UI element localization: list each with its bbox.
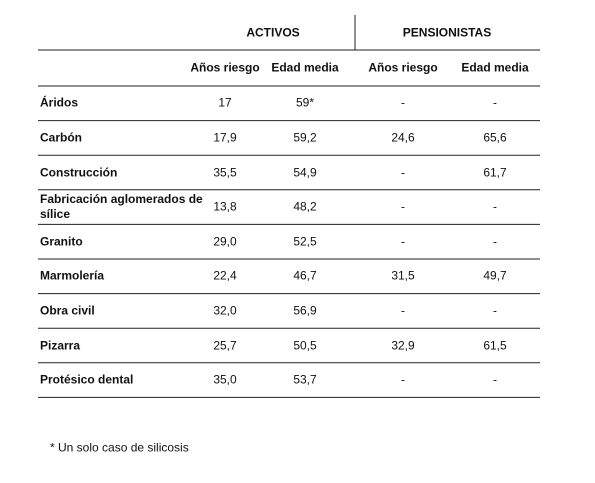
cell: 24,6 xyxy=(391,130,415,145)
cell: 56,9 xyxy=(293,303,317,318)
cell: - xyxy=(493,303,497,318)
row-label: Marmolería xyxy=(40,268,105,283)
cell: 46,7 xyxy=(293,268,317,283)
cell: 49,7 xyxy=(483,268,507,283)
cell: 65,6 xyxy=(483,130,507,145)
cell: - xyxy=(401,303,405,318)
row-label: Protésico dental xyxy=(40,372,134,387)
cell: 59* xyxy=(295,95,315,110)
cell: 25,7 xyxy=(213,338,237,352)
row-label: Fabricación aglomerados de sílice xyxy=(40,192,203,222)
cell: - xyxy=(493,234,497,249)
row-label: Obra civil xyxy=(40,303,95,318)
cell: 22,4 xyxy=(213,268,237,283)
cell: 31,5 xyxy=(391,268,415,283)
cell: 35,5 xyxy=(213,165,237,179)
cell: - xyxy=(493,372,497,387)
cell: 61,7 xyxy=(483,165,507,179)
row-label: Pizarra xyxy=(40,338,81,352)
cell: 32,9 xyxy=(391,338,415,352)
cell: 61,5 xyxy=(483,338,507,352)
footnote: * Un solo caso de silicosis xyxy=(50,440,189,455)
cell: - xyxy=(401,95,405,110)
cell: 17 xyxy=(218,95,232,110)
cell: 13,8 xyxy=(213,199,237,214)
cell: 53,7 xyxy=(293,372,317,387)
group-header: PENSIONISTAS xyxy=(402,25,492,40)
cell: 54,9 xyxy=(293,165,317,179)
column-header: Años riesgo xyxy=(190,60,260,75)
cell: 59,2 xyxy=(293,130,317,145)
row-label: Granito xyxy=(40,234,83,249)
row-label: Áridos xyxy=(40,95,79,110)
cell: 48,2 xyxy=(293,199,317,214)
cell: - xyxy=(401,199,405,214)
cell: 50,5 xyxy=(293,338,317,352)
cell: 32,0 xyxy=(213,303,237,318)
cell: - xyxy=(493,199,497,214)
column-header: Edad media xyxy=(461,60,529,75)
cell: 52,5 xyxy=(293,234,317,249)
group-header: ACTIVOS xyxy=(246,25,300,40)
cell: - xyxy=(401,372,405,387)
cell: - xyxy=(493,95,497,110)
column-header: Años riesgo xyxy=(368,60,438,75)
column-header: Edad media xyxy=(271,60,339,75)
cell: 35,0 xyxy=(213,372,237,387)
row-label: Carbón xyxy=(40,130,82,145)
cell: 29,0 xyxy=(213,234,237,249)
row-label: Construcción xyxy=(40,165,118,179)
cell: - xyxy=(401,165,405,179)
cell: 17,9 xyxy=(213,130,237,145)
cell: - xyxy=(401,234,405,249)
